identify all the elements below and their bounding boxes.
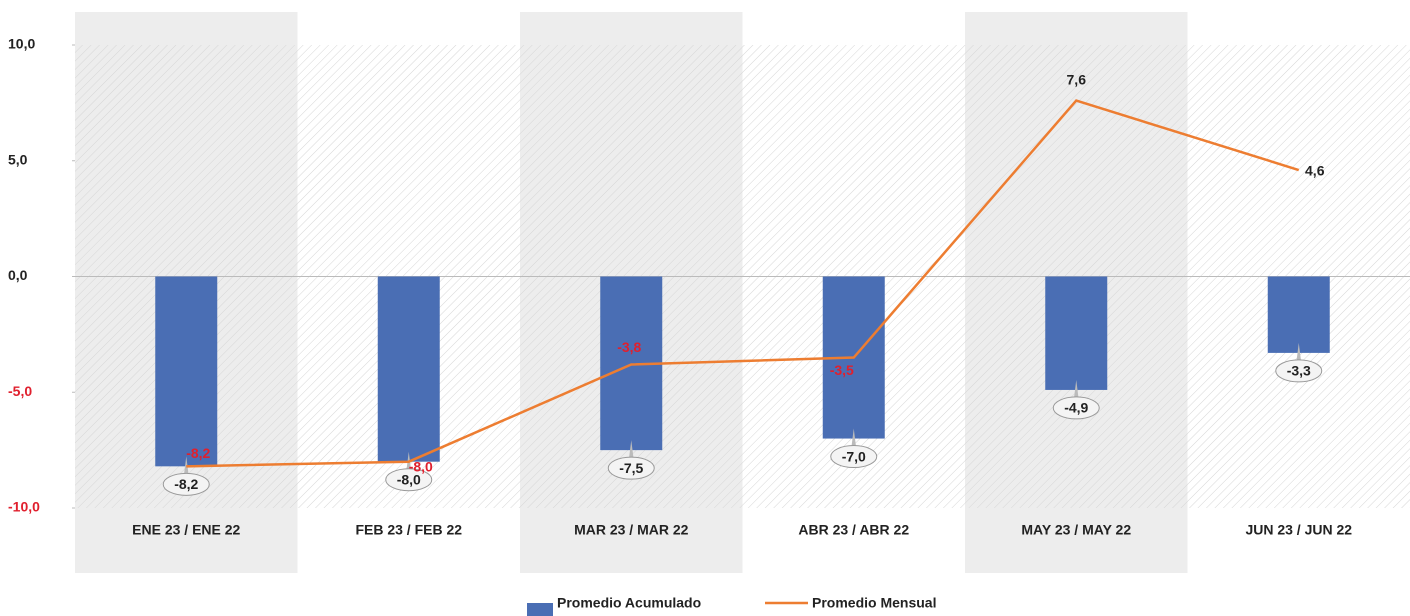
callout [385,468,433,492]
line-value-label: -3,8 [617,339,641,355]
bar-value-label: -7,0 [842,448,866,464]
bar [1267,276,1330,353]
y-tick-label: 0,0 [8,267,28,283]
bar [155,276,218,467]
legend-label: Promedio Acumulado [557,595,701,611]
bar-value-label: -3,3 [1287,363,1311,379]
line-value-label: 7,6 [1067,71,1087,87]
x-tick-label: ABR 23 / ABR 22 [798,522,909,538]
legend-label: Promedio Mensual [812,595,936,611]
callout [830,445,878,469]
callout [1052,396,1100,420]
line-value-label: -8,2 [186,445,210,461]
bar-value-label: -8,0 [397,471,421,487]
plot: 10,0 5,0 0,0 -5,0 -10,0 ENE 23 / ENE 22 -8,2 FE… [8,36,1410,616]
callout [607,456,655,480]
bar-value-label: -8,2 [174,476,198,492]
callout [162,472,210,496]
line-value-label: -8,0 [409,458,433,474]
x-tick-label: FEB 23 / FEB 22 [355,522,462,538]
bar [1045,276,1108,390]
y-tick-label: -5,0 [8,383,32,399]
line-value-label: -3,5 [830,362,854,378]
line [186,99,1300,468]
x-tick-label: ENE 23 / ENE 22 [132,522,240,538]
y-tick-label: 10,0 [8,36,35,52]
x-tick-label: JUN 23 / JUN 22 [1245,522,1352,538]
line-value-label: 4,6 [1305,163,1325,179]
y-tick-label: 5,0 [8,151,28,167]
x-tick-label: MAR 23 / MAR 22 [574,522,689,538]
callout [1275,359,1323,383]
bar-value-label: -4,9 [1064,400,1088,416]
y-tick-label: -10,0 [8,499,40,515]
bar-value-label: -7,5 [619,460,643,476]
x-tick-label: MAY 23 / MAY 22 [1021,522,1131,538]
legend-swatch [527,603,553,616]
bar [377,276,440,462]
